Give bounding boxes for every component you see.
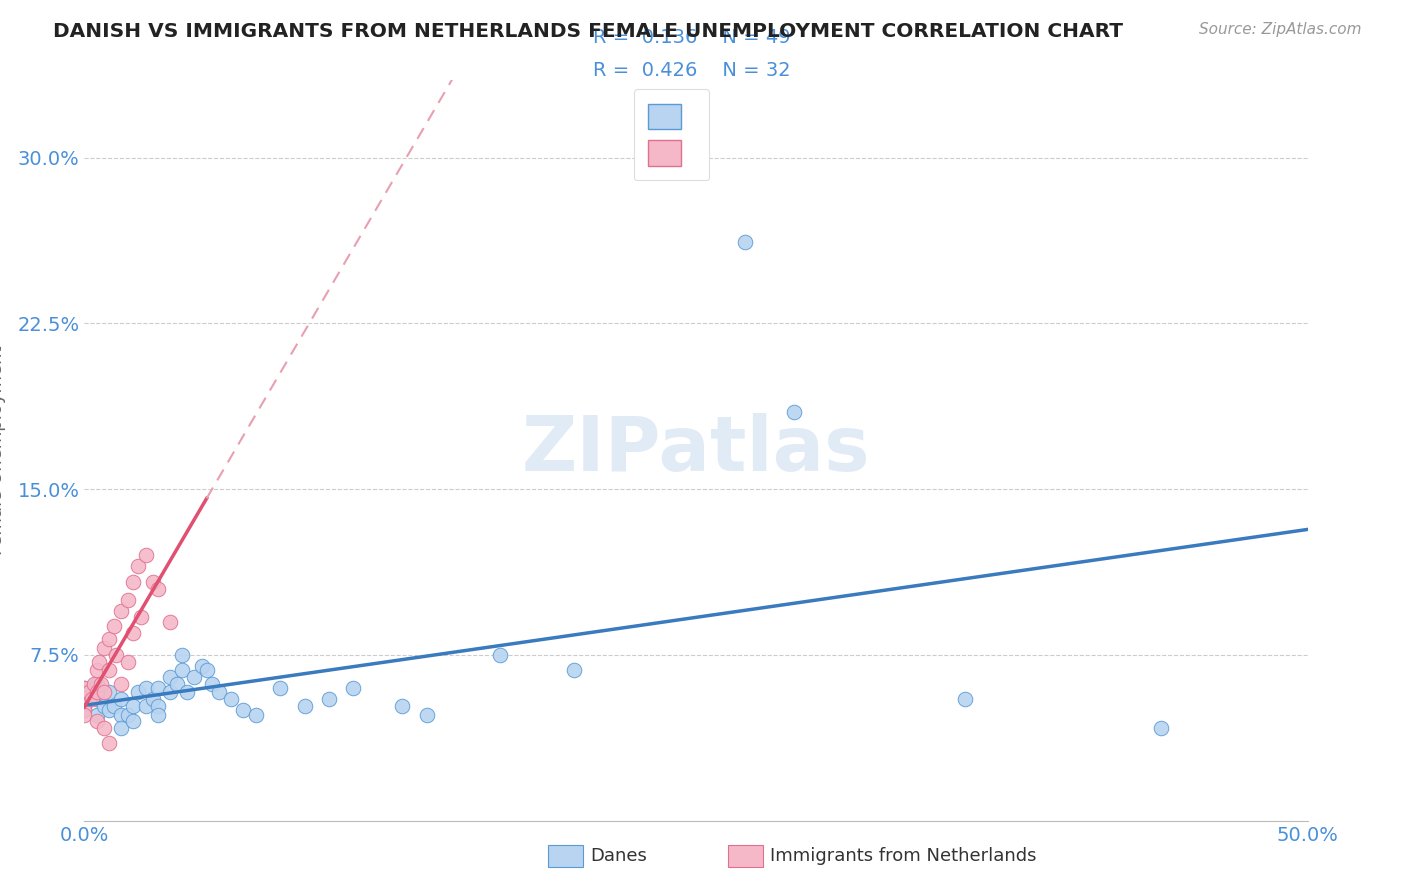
Point — [183, 670, 205, 684]
Point — [73, 681, 96, 695]
Point — [93, 698, 115, 713]
Point — [73, 692, 96, 706]
Point — [97, 664, 120, 678]
Text: R =  0.426    N = 32: R = 0.426 N = 32 — [593, 61, 792, 80]
Point — [77, 685, 100, 699]
Point — [135, 549, 157, 563]
Point — [97, 632, 120, 647]
Point — [166, 676, 188, 690]
Point — [172, 648, 194, 662]
Point — [122, 625, 145, 640]
Point — [416, 707, 439, 722]
Point — [191, 659, 214, 673]
Point — [219, 692, 242, 706]
Point — [97, 736, 120, 750]
Text: ZIPatlas: ZIPatlas — [522, 414, 870, 487]
Point — [86, 676, 108, 690]
Point — [86, 664, 108, 678]
Point — [1150, 721, 1173, 735]
Point — [110, 604, 132, 618]
Point — [80, 692, 103, 706]
Point — [105, 648, 128, 662]
Point — [146, 707, 169, 722]
Point — [97, 703, 120, 717]
Point — [318, 692, 340, 706]
Text: Source: ZipAtlas.com: Source: ZipAtlas.com — [1198, 22, 1361, 37]
Point — [83, 676, 105, 690]
Point — [73, 681, 96, 695]
Point — [86, 685, 108, 699]
Point — [117, 655, 139, 669]
Point — [146, 681, 169, 695]
Point — [93, 721, 115, 735]
Point — [93, 685, 115, 699]
Point — [103, 619, 125, 633]
Point — [208, 685, 231, 699]
Text: R =  0.136    N = 49: R = 0.136 N = 49 — [593, 28, 792, 47]
Point — [127, 559, 149, 574]
Point — [489, 648, 512, 662]
Point — [172, 664, 194, 678]
Point — [142, 574, 165, 589]
Point — [562, 664, 585, 678]
Point — [110, 676, 132, 690]
Point — [294, 698, 316, 713]
Point — [103, 698, 125, 713]
Point — [232, 703, 254, 717]
Text: DANISH VS IMMIGRANTS FROM NETHERLANDS FEMALE UNEMPLOYMENT CORRELATION CHART: DANISH VS IMMIGRANTS FROM NETHERLANDS FE… — [53, 22, 1123, 41]
Point — [146, 582, 169, 596]
Point — [146, 698, 169, 713]
Point — [73, 703, 96, 717]
Point — [73, 703, 96, 717]
Point — [122, 714, 145, 729]
Point — [86, 707, 108, 722]
Point — [73, 698, 96, 713]
Point — [117, 592, 139, 607]
Point — [269, 681, 291, 695]
Point — [159, 685, 181, 699]
Point — [110, 707, 132, 722]
Point — [195, 664, 218, 678]
Point — [176, 685, 198, 699]
Point — [159, 615, 181, 629]
Point — [86, 714, 108, 729]
Point — [135, 681, 157, 695]
Point — [142, 692, 165, 706]
Point — [73, 685, 96, 699]
Point — [97, 685, 120, 699]
Point — [129, 610, 152, 624]
Point — [86, 692, 108, 706]
Y-axis label: Female Unemployment: Female Unemployment — [0, 346, 6, 555]
Point — [200, 676, 222, 690]
Point — [117, 707, 139, 722]
Point — [110, 721, 132, 735]
Point — [73, 698, 96, 713]
Point — [734, 235, 756, 249]
Point — [342, 681, 364, 695]
Point — [110, 692, 132, 706]
Point — [135, 698, 157, 713]
Point — [245, 707, 267, 722]
Point — [159, 670, 181, 684]
Point — [122, 698, 145, 713]
Point — [73, 707, 96, 722]
Point — [93, 641, 115, 656]
Point — [122, 574, 145, 589]
Point — [127, 685, 149, 699]
Point — [73, 692, 96, 706]
Point — [783, 405, 806, 419]
Point — [953, 692, 976, 706]
Text: Immigrants from Netherlands: Immigrants from Netherlands — [770, 847, 1038, 865]
Point — [391, 698, 413, 713]
Point — [90, 676, 112, 690]
Text: Danes: Danes — [591, 847, 647, 865]
Point — [87, 655, 110, 669]
Legend: , : , — [634, 89, 710, 180]
